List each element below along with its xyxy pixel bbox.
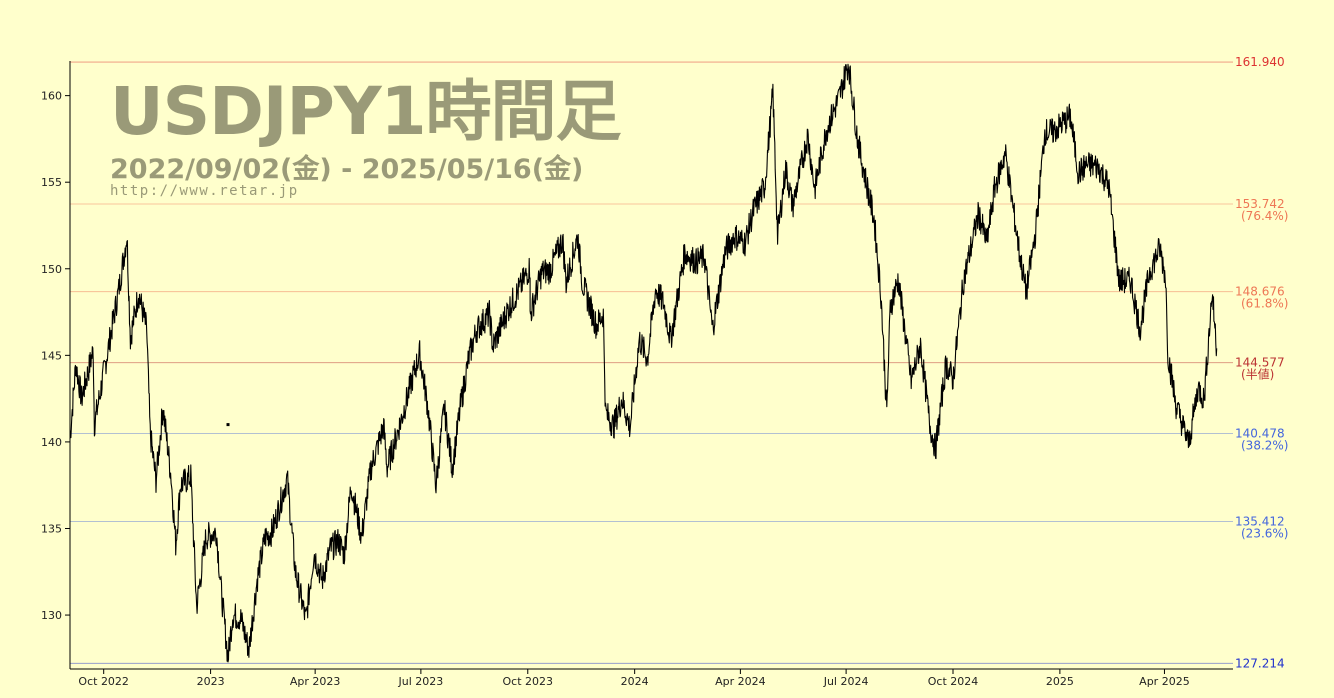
x-tick-label: 2024 — [621, 675, 649, 688]
x-tick-label: Apr 2024 — [715, 675, 766, 688]
x-tick-label: Jul 2023 — [397, 675, 443, 688]
reference-line-value: 161.940 — [1235, 55, 1285, 69]
reference-line-ratio: (38.2%) — [1241, 439, 1288, 453]
reference-line-value: 144.577 — [1235, 356, 1285, 370]
y-tick-label: 140 — [41, 436, 62, 449]
reference-line-value: 135.412 — [1235, 514, 1285, 528]
reference-line-value: 148.676 — [1235, 285, 1285, 299]
reference-line-ratio: (23.6%) — [1241, 526, 1288, 540]
x-tick-label: 2025 — [1046, 675, 1074, 688]
x-tick-label: Apr 2025 — [1139, 675, 1190, 688]
reference-line-value: 127.214 — [1235, 656, 1285, 670]
reference-line-ratio: (半値) — [1241, 367, 1274, 382]
x-tick-label: Jul 2024 — [823, 675, 869, 688]
y-tick-label: 150 — [41, 263, 62, 276]
x-tick-label: Oct 2023 — [503, 675, 554, 688]
x-tick-label: 2023 — [197, 675, 225, 688]
outlier-point — [226, 423, 230, 427]
reference-line-value: 153.742 — [1235, 197, 1285, 211]
y-tick-label: 135 — [41, 522, 62, 535]
chart-title: USDJPY1時間足 — [110, 73, 622, 150]
y-tick-label: 145 — [41, 349, 62, 362]
y-tick-label: 130 — [41, 609, 62, 622]
reference-line-value: 140.478 — [1235, 427, 1285, 441]
reference-line-ratio: (76.4%) — [1241, 209, 1288, 223]
x-tick-label: Oct 2024 — [928, 675, 979, 688]
y-tick-label: 160 — [41, 90, 62, 103]
chart-date-range: 2022/09/02(金) - 2025/05/16(金) — [110, 154, 584, 185]
source-url: http://www.retar.jp — [110, 183, 299, 199]
x-tick-label: Oct 2022 — [78, 675, 129, 688]
price-line — [69, 63, 1218, 663]
y-tick-label: 155 — [41, 176, 62, 189]
x-tick-label: Apr 2023 — [290, 675, 341, 688]
reference-line-ratio: (61.8%) — [1241, 297, 1288, 311]
